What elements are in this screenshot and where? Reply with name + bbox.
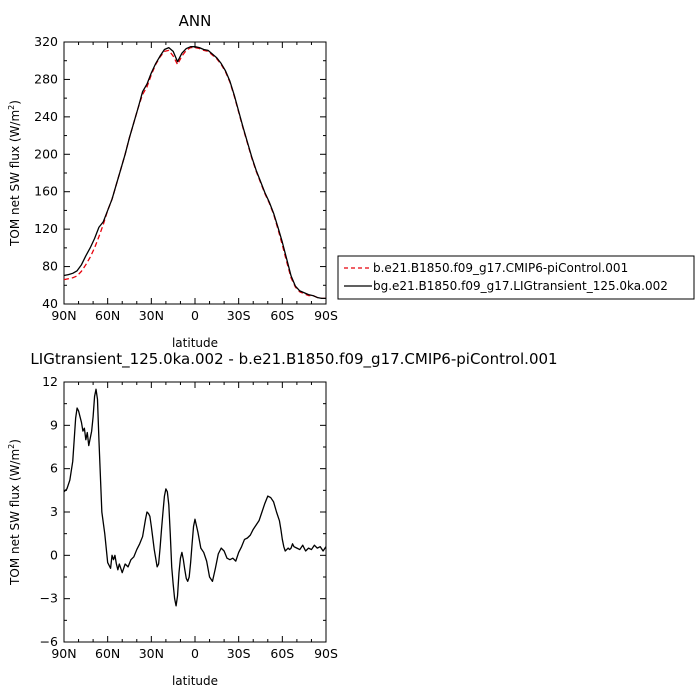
top-chart-title: ANN <box>179 12 212 30</box>
x-tick-label: 30N <box>139 308 164 323</box>
x-tick-label: 90N <box>51 646 76 661</box>
legend-box <box>337 255 695 300</box>
y-tick-label: −6 <box>40 634 58 649</box>
top-chart: ANN 90N 60N 30N 0 30S 60S 90S 40 80 120 160 200 240 2… <box>7 12 338 350</box>
x-tick-label: 90S <box>314 646 338 661</box>
bottom-chart-ticks: 90N 60N 30N 0 30S 60S 90S −6 −3 0 3 6 9 12 <box>40 374 338 661</box>
top-chart-xlabel: latitude <box>172 336 218 350</box>
y-tick-label: 160 <box>34 184 58 199</box>
top-chart-ylabel: TOM net SW flux (W/m2) <box>7 100 22 247</box>
x-tick-label: 90N <box>51 308 76 323</box>
y-tick-label: −3 <box>40 591 58 606</box>
y-tick-label: 9 <box>50 417 58 432</box>
y-tick-label: 40 <box>42 296 58 311</box>
y-tick-label: 120 <box>34 221 58 236</box>
x-tick-label: 60S <box>270 308 294 323</box>
y-tick-label: 80 <box>42 259 58 274</box>
legend: b.e21.B1850.f09_g17.CMIP6-piControl.001 … <box>337 255 695 300</box>
x-tick-label: 60S <box>270 646 294 661</box>
legend-label-ligtransient: bg.e21.B1850.f09_g17.LIGtransient_125.0k… <box>373 279 668 293</box>
bottom-chart-series <box>63 388 327 607</box>
series-line-0 <box>63 388 327 607</box>
x-tick-label: 30N <box>139 646 164 661</box>
x-tick-label: 30S <box>227 308 251 323</box>
y-tick-label: 12 <box>42 374 58 389</box>
legend-label-picontrol: b.e21.B1850.f09_g17.CMIP6-piControl.001 <box>373 261 628 275</box>
y-tick-label: 6 <box>50 461 58 476</box>
bottom-chart: LIGtransient_125.0ka.002 - b.e21.B1850.f… <box>7 350 558 688</box>
top-chart-frame <box>63 41 327 305</box>
x-tick-label: 90S <box>314 308 338 323</box>
y-tick-label: 240 <box>34 109 58 124</box>
y-tick-label: 0 <box>50 547 58 562</box>
bottom-chart-xlabel: latitude <box>172 674 218 688</box>
bottom-chart-title: LIGtransient_125.0ka.002 - b.e21.B1850.f… <box>30 350 557 369</box>
x-tick-label: 0 <box>191 308 199 323</box>
x-tick-label: 30S <box>227 646 251 661</box>
y-tick-label: 280 <box>34 71 58 86</box>
x-tick-label: 60N <box>95 646 120 661</box>
y-tick-label: 200 <box>34 146 58 161</box>
series-line-1 <box>63 46 326 300</box>
x-tick-label: 60N <box>95 308 120 323</box>
top-chart-ticks: 90N 60N 30N 0 30S 60S 90S 40 80 120 160 200 240 280 32… <box>34 34 338 323</box>
x-tick-label: 0 <box>191 646 199 661</box>
bottom-chart-ylabel: TOM net SW flux (W/m2) <box>7 439 22 586</box>
top-chart-series <box>63 46 326 300</box>
y-tick-label: 320 <box>34 34 58 49</box>
bottom-chart-frame <box>63 381 327 643</box>
y-tick-label: 3 <box>50 504 58 519</box>
